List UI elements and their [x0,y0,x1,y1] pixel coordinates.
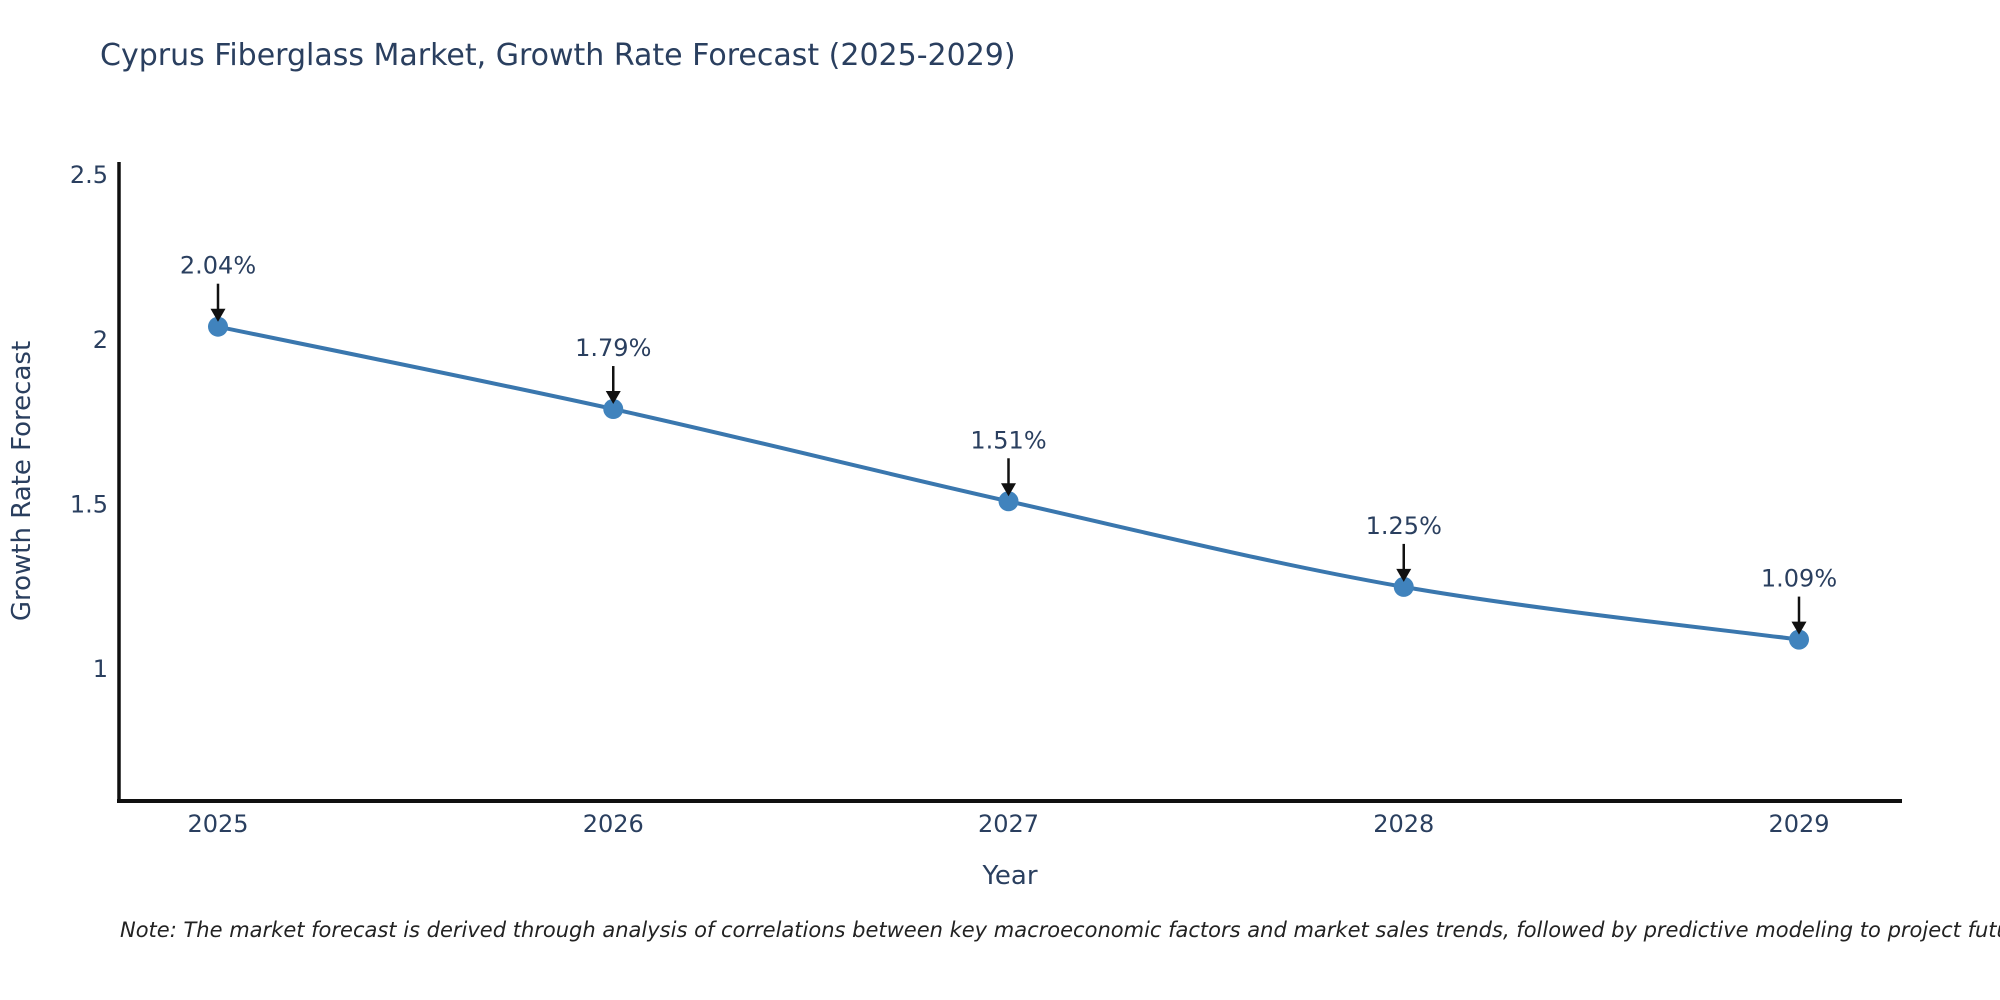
x-axis-title: Year [981,861,1037,891]
annotation-arrowhead-icon [1001,483,1016,497]
point-value-label: 2.04% [180,252,256,280]
x-tick-label: 2029 [1768,810,1829,838]
data-point [603,399,624,420]
x-tick-label: 2025 [187,810,248,838]
data-point [1789,629,1809,650]
point-value-label: 1.79% [575,334,651,362]
y-axis-title: Growth Rate Forecast [7,341,37,621]
annotation-arrowhead-icon [1396,568,1412,582]
annotation-arrowhead-icon [210,308,226,322]
x-tick-label: 2026 [583,810,644,838]
data-point [1393,576,1414,597]
chart-title: Cyprus Fiberglass Market, Growth Rate Fo… [100,38,1016,73]
x-tick-label: 2028 [1373,810,1434,838]
annotation-arrowhead-icon [1791,621,1807,635]
x-tick-label: 2027 [978,810,1039,838]
plot-area: 2.5 2 1.5 1 2025 2026 2027 2028 2029 2.04% 1.79% 1.… [70,161,1837,838]
data-point [998,491,1019,512]
y-tick-label: 1.5 [70,491,108,519]
point-value-label: 1.51% [970,426,1046,454]
data-point [208,316,228,337]
annotation-arrowhead-icon [605,391,621,405]
footnote: Note: The market forecast is derived thr… [120,918,2000,942]
point-value-label: 1.09% [1761,565,1837,593]
y-tick-label: 1 [93,655,108,683]
y-tick-label: 2.5 [70,161,108,189]
point-value-label: 1.25% [1366,512,1442,540]
y-tick-label: 2 [93,326,108,354]
